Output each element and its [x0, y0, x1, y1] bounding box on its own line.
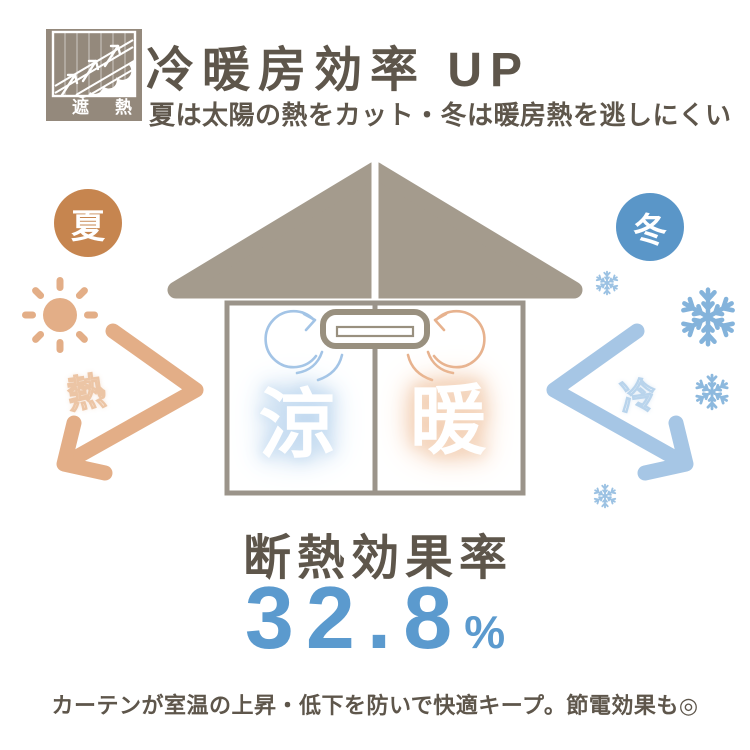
- winter-badge: 冬: [616, 193, 684, 261]
- heat-bounce-arrow: [56, 323, 204, 481]
- curtain-reflect-icon: [51, 30, 137, 99]
- curtain-wave: [76, 56, 135, 99]
- badge-label: 遮熱: [72, 98, 158, 117]
- warm-room-label: 暖: [410, 379, 486, 464]
- page-subtitle: 夏は太陽の熱をカット・冬は暖房熱を逃しにくい: [149, 100, 732, 130]
- snowflake-icon: [592, 483, 618, 509]
- reflect-arrows-icon: [60, 44, 122, 97]
- heat-shield-badge-icon: 遮熱: [46, 29, 142, 121]
- insulation-rate-value: 32.8: [244, 568, 465, 667]
- winter-label: 冬: [633, 211, 667, 250]
- ac-unit-icon: [320, 309, 430, 349]
- warm-circulation-arrow-icon: [432, 309, 486, 369]
- insulation-rate-title: 断熱効果率: [242, 532, 513, 585]
- heat-label: 熱: [64, 370, 109, 418]
- cool-circulation-arrow-icon: [264, 309, 318, 369]
- ac-airflow-warm-icon: [406, 350, 455, 382]
- insulation-rate-unit: %: [464, 606, 506, 658]
- cool-room-label: 涼: [259, 383, 335, 468]
- cold-bounce-arrow: [546, 323, 694, 481]
- snowflake-icon: [594, 270, 620, 296]
- snowflake-icon: [681, 290, 735, 345]
- insulation-rate: 32.8 %: [0, 574, 750, 662]
- summer-badge: 夏: [54, 189, 122, 257]
- cold-label: 冷: [617, 373, 660, 420]
- ac-airflow-cool-icon: [295, 350, 344, 382]
- house-roof: [167, 158, 583, 300]
- sun-icon: [22, 277, 98, 353]
- snowflake-icon: [694, 373, 730, 411]
- summer-label: 夏: [71, 207, 105, 246]
- page-title: 冷暖房効率 UP: [146, 44, 531, 97]
- caption-text: カーテンが室温の上昇・低下を防いで快適キープ。節電効果も◎: [51, 693, 699, 718]
